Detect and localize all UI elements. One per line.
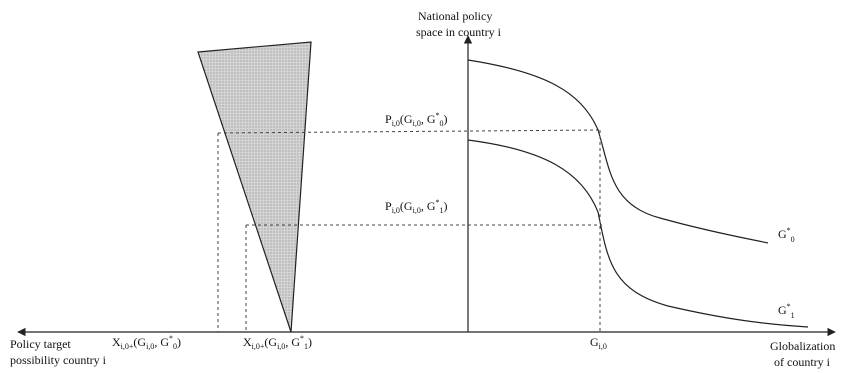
x-axis-right-label-line2: of country i (774, 355, 831, 369)
policy-target-triangle (197, 41, 312, 333)
x-axis-right-label-line1: Globalization (770, 339, 835, 353)
p-upper-label: Pi,0(Gi,0, G*0) (385, 111, 448, 128)
x-axis-left-label-line1: Policy target (10, 337, 71, 351)
curve-g1-label: G*1 (778, 302, 795, 320)
y-axis-label-line2: space in country i (416, 25, 502, 39)
curve-g0-label: G*0 (778, 226, 795, 244)
curve-g-star-1 (467, 139, 809, 328)
curve-g-star-0 (467, 59, 769, 244)
g-i0-label: Gi,0 (590, 335, 607, 351)
dashed-upper-horizontal (217, 129, 601, 134)
y-axis-label-line1: National policy (418, 9, 492, 23)
x-left-1-label: Xi,0+(Gi,0, G*1) (243, 334, 312, 351)
p-lower-label: Pi,0(Gi,0, G*1) (385, 198, 448, 215)
x-left-0-label: Xi,0+(Gi,0, G*0) (112, 334, 181, 351)
x-axis-left-label-line2: possibility country i (10, 353, 107, 367)
